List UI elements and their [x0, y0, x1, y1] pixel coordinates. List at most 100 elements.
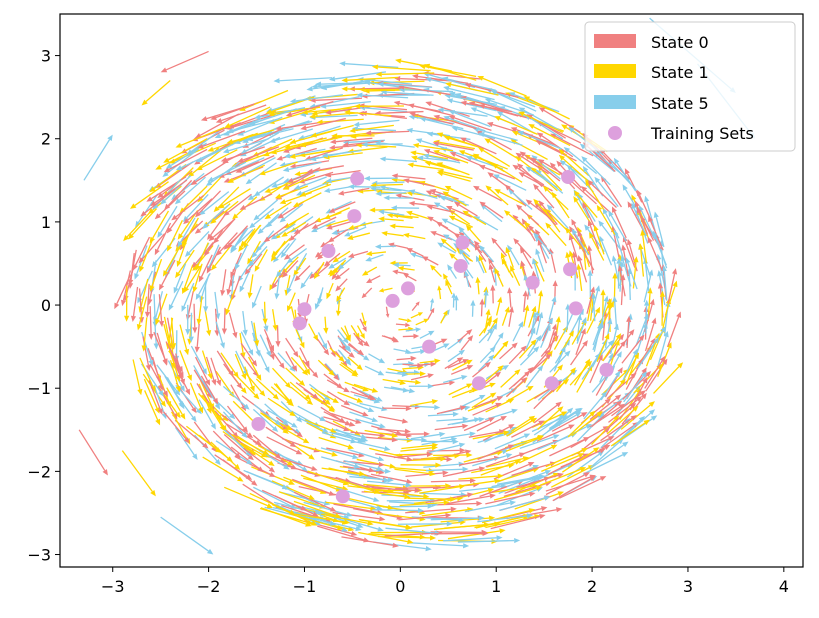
arrow-state-5: [274, 277, 280, 300]
arrow-state-0: [513, 238, 532, 259]
arrow-state-0: [223, 433, 254, 461]
arrow-state-0: [332, 511, 386, 522]
arrow-state-5: [477, 513, 534, 523]
arrow-state-0: [207, 212, 227, 240]
arrow-state-5: [215, 440, 253, 465]
arrow-state-1: [478, 320, 492, 337]
arrow-state-5: [379, 156, 418, 163]
arrow-state-0: [621, 334, 645, 364]
arrow-state-1: [162, 246, 181, 277]
arrow-state-0: [334, 267, 350, 281]
arrow-state-1: [475, 276, 481, 295]
arrow-state-0: [323, 411, 352, 426]
arrow-state-0: [128, 252, 135, 289]
arrow-state-0: [647, 236, 664, 271]
arrow-state-1: [326, 282, 334, 300]
arrow-state-1: [569, 360, 592, 386]
arrow-state-0: [285, 350, 298, 372]
arrow-state-1: [386, 212, 413, 219]
arrow-state-1: [472, 430, 510, 440]
arrow-state-1: [523, 304, 530, 327]
arrow-state-0: [148, 306, 154, 340]
arrow-state-0: [577, 255, 588, 283]
arrow-state-5: [531, 257, 540, 282]
x-tick-label: 2: [587, 577, 597, 596]
arrow-state-1: [179, 185, 208, 214]
arrow-state-5: [512, 321, 524, 342]
arrow-state-5: [297, 405, 327, 422]
arrow-state-1: [382, 378, 407, 386]
arrow-state-0: [359, 318, 367, 332]
arrow-state-1: [210, 200, 239, 224]
arrow-state-5: [582, 452, 629, 475]
arrow-state-5: [657, 269, 666, 306]
arrow-state-0: [600, 415, 637, 442]
arrow-state-5: [329, 431, 364, 443]
arrow-state-0: [403, 178, 435, 188]
arrow-state-1: [398, 318, 412, 323]
arrow-state-1: [407, 162, 444, 171]
arrow-state-0: [423, 148, 460, 162]
arrow-state-1: [484, 138, 518, 159]
arrow-state-1: [593, 224, 605, 255]
arrow-state-5: [328, 71, 387, 82]
arrow-state-0: [266, 436, 303, 455]
arrow-state-5: [537, 432, 578, 451]
arrow-state-1: [415, 318, 430, 326]
arrow-state-5: [546, 407, 574, 433]
arrow-state-1: [361, 312, 367, 327]
arrow-state-1: [576, 263, 583, 292]
arrow-state-0: [163, 148, 208, 173]
arrow-state-0: [293, 491, 337, 512]
arrow-state-0: [459, 137, 497, 155]
arrow-state-1: [465, 224, 482, 243]
arrow-state-5: [153, 315, 159, 350]
arrow-state-0: [335, 278, 348, 292]
arrow-state-0: [446, 493, 496, 505]
arrow-state-5: [383, 195, 414, 201]
training-set-point: [347, 209, 362, 224]
arrow-state-1: [551, 191, 570, 219]
arrow-state-5: [463, 270, 470, 288]
arrow-state-1: [245, 373, 266, 397]
arrow-state-1: [573, 190, 598, 218]
arrow-state-0: [403, 273, 417, 282]
arrow-state-5: [253, 176, 285, 197]
arrow-state-1: [410, 150, 449, 160]
arrow-state-0: [183, 198, 213, 225]
arrow-state-0: [490, 513, 546, 530]
arrow-state-0: [533, 183, 555, 209]
arrow-state-0: [302, 359, 319, 378]
arrow-state-5: [458, 248, 470, 265]
arrow-state-1: [442, 191, 467, 207]
arrow-state-5: [443, 85, 495, 101]
arrow-state-0: [216, 350, 234, 377]
arrow-state-0: [374, 487, 421, 493]
arrow-state-1: [310, 387, 331, 406]
arrow-state-5: [378, 209, 405, 216]
arrow-state-1: [375, 71, 435, 77]
arrow-state-1: [255, 378, 279, 400]
arrow-state-1: [183, 265, 202, 293]
arrow-state-0: [395, 322, 411, 328]
arrow-state-1: [240, 442, 275, 467]
arrow-state-5: [338, 350, 352, 366]
arrow-state-0: [283, 244, 305, 260]
arrow-state-0: [488, 263, 496, 283]
training-set-point: [455, 235, 470, 250]
arrow-state-0: [271, 269, 286, 290]
arrow-state-1: [189, 382, 204, 414]
arrow-state-1: [273, 383, 294, 405]
arrow-state-0: [190, 160, 228, 186]
arrow-state-0: [436, 221, 456, 235]
arrow-state-5: [587, 269, 593, 298]
arrow-state-5: [661, 265, 668, 301]
arrow-state-5: [480, 204, 503, 223]
arrow-state-0: [421, 256, 439, 266]
arrow-state-5: [328, 257, 347, 269]
arrow-state-1: [274, 185, 309, 199]
arrow-state-1: [277, 424, 310, 444]
arrow-state-0: [237, 146, 280, 163]
arrow-state-1: [471, 463, 515, 474]
arrow-state-0: [350, 390, 377, 401]
